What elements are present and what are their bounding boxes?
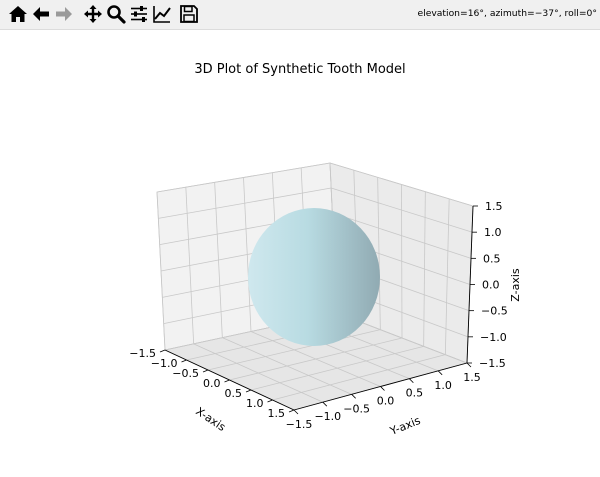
zoom-button[interactable] (105, 3, 127, 25)
y-axis-label: Y-axis (387, 414, 422, 438)
x-tick-label: −0.5 (172, 367, 199, 380)
y-tick (409, 378, 414, 383)
x-tick-label: 0.0 (203, 377, 221, 390)
configure-subplots-icon (131, 6, 147, 22)
save-button[interactable] (178, 3, 200, 25)
z-axis-label: Z-axis (509, 268, 522, 302)
z-tick-label: 0.5 (483, 252, 501, 265)
y-tick (322, 401, 328, 407)
z-tick-label: 1.5 (485, 200, 503, 213)
plot-figure: 3D Plot of Synthetic Tooth Model −1.5 −1.… (0, 30, 600, 477)
tick-marks (159, 205, 478, 415)
x-tick (288, 409, 295, 413)
z-tick-label: 0.0 (482, 279, 500, 292)
y-tick-label: 0.0 (377, 395, 395, 408)
y-tick (351, 394, 356, 399)
sphere-surface (248, 208, 380, 346)
z-tick-label: −1.0 (480, 331, 507, 344)
x-tick-label: 1.0 (246, 397, 264, 410)
x-tick (181, 359, 187, 363)
z-tick-label: −0.5 (481, 305, 508, 318)
y-tick (466, 362, 472, 368)
plot-title: 3D Plot of Synthetic Tooth Model (194, 62, 406, 77)
navigation-toolbar: elevation=16°, azimuth=−37°, roll=0° (0, 0, 600, 30)
y-tick-label: −1.0 (314, 410, 341, 423)
x-tick (267, 399, 273, 403)
y-tick-label: −0.5 (343, 402, 370, 415)
x-tick-label: 1.5 (268, 407, 286, 420)
home-icon (9, 6, 27, 22)
pan-icon (84, 5, 102, 23)
edit-axis-button[interactable] (151, 3, 173, 25)
x-tick (224, 379, 230, 383)
x-axis-label: X-axis (193, 405, 228, 434)
back-button[interactable] (30, 3, 52, 25)
y-tick (380, 386, 385, 391)
x-tick (245, 389, 252, 393)
y-tick-label: −1.5 (286, 418, 313, 431)
pan-button[interactable] (82, 3, 104, 25)
x-tick-label: −1.5 (129, 347, 156, 360)
y-tick-label: 1.5 (463, 371, 481, 384)
home-button[interactable] (7, 3, 29, 25)
x-tick-label: −1.0 (151, 357, 178, 370)
y-tick (293, 409, 299, 415)
y-tick-label: 0.5 (406, 387, 424, 400)
axes-3d[interactable]: −1.5−1.5−1.5−1.0−1.0−1.0−0.5−0.5−0.50.00… (0, 30, 600, 477)
zoom-icon (107, 5, 126, 24)
configure-subplots-button[interactable] (128, 3, 150, 25)
view-angle-readout: elevation=16°, azimuth=−37°, roll=0° (417, 8, 597, 19)
z-tick-label: 1.0 (484, 226, 502, 239)
x-tick-label: 0.5 (225, 387, 243, 400)
z-gridline (329, 162, 474, 207)
save-icon (180, 5, 198, 23)
z-tick-label: −1.5 (479, 357, 506, 370)
tick-labels: −1.5−1.5−1.5−1.0−1.0−1.0−0.5−0.5−0.50.00… (129, 200, 507, 431)
z-gridline (331, 187, 473, 233)
edit-axis-icon (153, 6, 171, 23)
y-tick (437, 370, 443, 376)
z-gridline (158, 187, 332, 219)
forward-button[interactable] (53, 3, 75, 25)
forward-arrow-icon (56, 7, 72, 21)
back-arrow-icon (33, 7, 49, 21)
x-tick (202, 369, 209, 373)
z-gridline (156, 162, 331, 193)
x-tick (159, 349, 166, 353)
y-tick-label: 1.0 (434, 379, 452, 392)
